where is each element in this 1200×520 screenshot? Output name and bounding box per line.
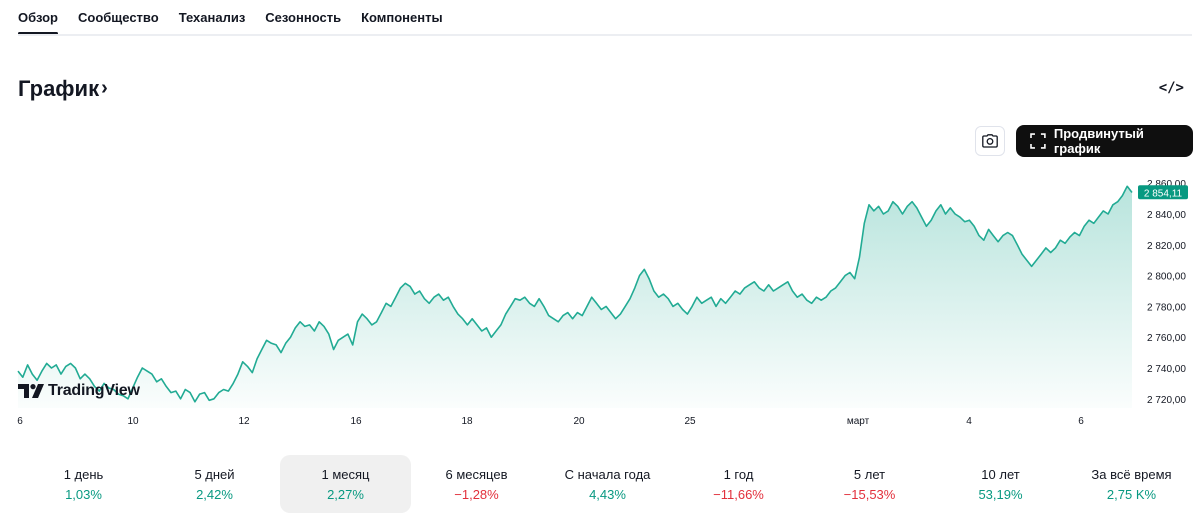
y-axis-tick-label: 2 780,00 [1147,302,1186,313]
period-label: 10 лет [981,466,1020,482]
period-button[interactable]: 1 день 1,03% [18,455,149,513]
y-axis-tick-label: 2 760,00 [1147,333,1186,344]
period-button[interactable]: 5 дней 2,42% [149,455,280,513]
fullscreen-icon [1030,133,1046,149]
y-axis-tick-label: 2 720,00 [1147,395,1186,406]
x-axis-tick-label: 18 [461,416,473,427]
period-change-value: 2,27% [327,486,364,502]
advanced-chart-label: Продвинутый график [1053,126,1144,156]
y-axis-tick-label: 2 800,00 [1147,272,1186,283]
price-line [17,185,1133,403]
y-axis-tick-label: 2 820,00 [1147,241,1186,252]
period-label: С начала года [564,466,651,482]
snapshot-button[interactable] [975,126,1005,156]
period-button[interactable]: За всё время 2,75 K% [1066,455,1197,513]
period-change-value: 1,03% [65,486,102,502]
period-change-value: 2,42% [196,486,233,502]
tabs-divider [18,34,1192,36]
x-axis-tick-label: 6 [17,416,23,427]
chart-section-link[interactable]: График › [18,76,108,102]
y-axis-tick-label: 2 860,00 [1147,179,1186,190]
performance-periods: 1 день 1,03% 5 дней 2,42% 1 месяц 2,27% 6 меся… [18,455,1200,513]
price-area [18,186,1132,408]
tradingview-logo-icon [18,384,44,398]
embed-code-icon[interactable]: </> [1158,80,1184,96]
period-label: 1 день [63,466,104,482]
x-axis-tick-label: 6 [1078,416,1084,427]
y-axis-tick-label: 2 840,00 [1147,210,1186,221]
period-button[interactable]: 5 лет −15,53% [804,455,935,513]
period-label: 1 год [723,466,754,482]
period-button[interactable]: 10 лет 53,19% [935,455,1066,513]
x-axis-tick-label: 12 [238,416,250,427]
tab-technicals[interactable]: Теханализ [178,10,246,25]
camera-icon [982,134,998,148]
price-chart[interactable]: 2 860,00 2 840,00 2 820,00 2 800,00 2 780,00… [0,160,1200,440]
tab-components[interactable]: Компоненты [361,10,443,25]
y-axis-tick-label: 2 740,00 [1147,364,1186,375]
period-button[interactable]: С начала года 4,43% [542,455,673,513]
section-title: График [18,76,100,101]
period-label: 6 месяцев [445,466,508,482]
last-price-badge [1138,185,1188,200]
x-axis-tick-label: 20 [573,416,585,427]
x-axis-tick-label: 10 [127,416,139,427]
period-change-value: −15,53% [843,486,896,502]
period-label: 5 лет [853,466,886,482]
tab-community[interactable]: Сообщество [78,10,159,25]
period-label: 1 месяц [321,466,370,482]
period-button[interactable]: 1 год −11,66% [673,455,804,513]
period-change-value: 53,19% [978,486,1023,502]
x-axis-tick-label: 4 [966,416,972,427]
tab-seasonality[interactable]: Сезонность [265,10,342,25]
period-label: За всё время [1091,466,1172,482]
top-tabs: Обзор Сообщество Теханализ Сезонность Ко… [18,0,443,35]
advanced-chart-button[interactable]: Продвинутый график [1016,125,1193,157]
last-price-label: 2 854,11 [1144,188,1183,199]
x-axis-tick-label: 16 [350,416,362,427]
tradingview-logo: TradingView [18,382,140,400]
tradingview-logo-text: TradingView [48,382,140,399]
tab-overview[interactable]: Обзор [18,0,58,35]
x-axis-tick-label: 25 [684,416,696,427]
period-button[interactable]: 1 месяц 2,27% [280,455,411,513]
period-label: 5 дней [194,466,235,482]
period-change-value: 4,43% [589,486,626,502]
chevron-right-icon: › [101,76,108,99]
period-button[interactable]: 6 месяцев −1,28% [411,455,542,513]
period-change-value: −11,66% [713,486,764,502]
x-axis-tick-label: март [847,416,870,427]
period-change-value: −1,28% [454,486,499,502]
period-change-value: 2,75 K% [1106,486,1157,502]
